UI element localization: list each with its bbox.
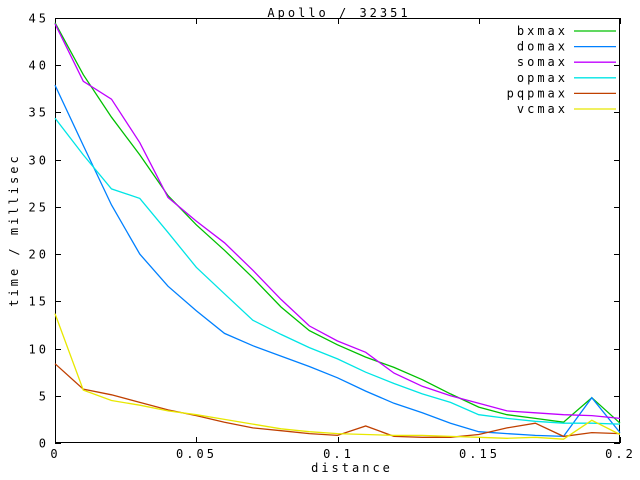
x-tick-label: 0.05 — [176, 447, 217, 461]
y-axis-label: time / millisec — [7, 153, 21, 307]
legend-label-somax: somax — [517, 55, 568, 69]
series-line-domax — [54, 84, 621, 438]
legend-label-opmax: opmax — [517, 71, 568, 85]
series-line-vcmax — [54, 313, 621, 440]
y-tick-label: 35 — [29, 106, 49, 120]
x-axis-label: distance — [311, 461, 393, 475]
y-tick-label: 0 — [39, 437, 49, 451]
y-tick-label: 10 — [29, 343, 49, 357]
legend-label-domax: domax — [517, 40, 568, 54]
series-line-bxmax — [54, 22, 621, 424]
chart-title: Apollo / 32351 — [267, 6, 411, 20]
y-tick-label: 25 — [29, 201, 49, 215]
y-tick-label: 40 — [29, 59, 49, 73]
series-line-somax — [54, 23, 621, 420]
x-tick-label: 0.2 — [605, 447, 636, 461]
series-line-opmax — [54, 117, 621, 425]
y-tick-label: 45 — [29, 12, 49, 26]
y-tick-label: 15 — [29, 295, 49, 309]
legend-label-pqpmax: pqpmax — [507, 86, 568, 100]
y-tick-label: 5 — [39, 390, 49, 404]
x-tick-label: 0.15 — [459, 447, 500, 461]
legend-label-vcmax: vcmax — [517, 102, 568, 116]
y-tick-label: 20 — [29, 248, 49, 262]
x-tick-label: 0.1 — [323, 447, 354, 461]
plot-border — [55, 18, 620, 443]
legend-label-bxmax: bxmax — [517, 24, 568, 38]
y-tick-label: 30 — [29, 154, 49, 168]
x-tick-label: 0 — [50, 447, 60, 461]
series-line-pqpmax — [54, 363, 621, 438]
